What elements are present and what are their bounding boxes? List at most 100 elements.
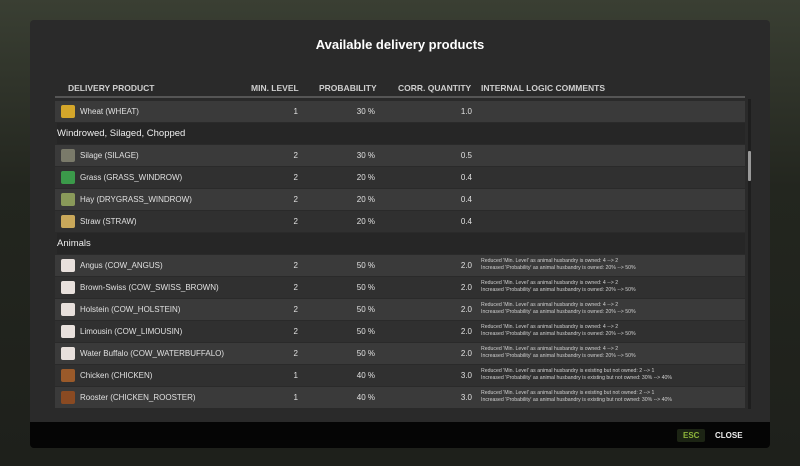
table-row[interactable]: Limousin (COW_LIMOUSIN) 2 50 % 2.0 Reduc… — [55, 321, 745, 342]
table-row[interactable]: Rooster (CHICKEN_ROOSTER) 1 40 % 3.0 Red… — [55, 387, 745, 408]
probability: 50 % — [356, 283, 375, 292]
product-name: Limousin (COW_LIMOUSIN) — [80, 327, 183, 336]
comment-line-1: Reduced 'Min. Level' as animal husbandry… — [481, 280, 619, 286]
cow-icon — [61, 303, 75, 316]
footer-bar: ESC CLOSE — [30, 422, 770, 448]
quantity: 2.0 — [460, 261, 472, 270]
col-product: DELIVERY PRODUCT — [68, 83, 155, 93]
comment-line-2: Increased 'Probability' as animal husban… — [481, 397, 672, 403]
product-name: Angus (COW_ANGUS) — [80, 261, 163, 270]
cow-icon — [61, 347, 75, 360]
min-level: 1 — [293, 371, 298, 380]
min-level: 1 — [293, 107, 298, 116]
delivery-products-dialog: Available delivery products DELIVERY PRO… — [30, 20, 770, 422]
probability: 50 % — [356, 261, 375, 270]
table-row[interactable]: Brown-Swiss (COW_SWISS_BROWN) 2 50 % 2.0… — [55, 277, 745, 298]
logic-comment: Reduced 'Min. Level' as animal husbandry… — [481, 368, 672, 382]
quantity: 0.4 — [460, 217, 472, 226]
comment-line-2: Increased 'Probability' as animal husban… — [481, 265, 636, 271]
quantity: 2.0 — [460, 283, 472, 292]
comment-line-1: Reduced 'Min. Level' as animal husbandry… — [481, 346, 619, 352]
logic-comment: Reduced 'Min. Level' as animal husbandry… — [481, 346, 636, 360]
logic-comment: Reduced 'Min. Level' as animal husbandry… — [481, 390, 672, 404]
min-level: 2 — [293, 327, 298, 336]
table-row[interactable]: Hay (DRYGRASS_WINDROW) 2 20 % 0.4 — [55, 189, 745, 210]
wheat-icon — [61, 105, 75, 118]
esc-key-badge[interactable]: ESC — [677, 429, 706, 442]
rooster-icon — [61, 391, 75, 404]
cow-icon — [61, 259, 75, 272]
quantity: 2.0 — [460, 349, 472, 358]
table-row[interactable]: Holstein (COW_HOLSTEIN) 2 50 % 2.0 Reduc… — [55, 299, 745, 320]
logic-comment: Reduced 'Min. Level' as animal husbandry… — [481, 258, 636, 272]
product-name: Holstein (COW_HOLSTEIN) — [80, 305, 181, 314]
quantity: 0.5 — [460, 151, 472, 160]
min-level: 2 — [293, 349, 298, 358]
table-row[interactable]: Water Buffalo (COW_WATERBUFFALO) 2 50 % … — [55, 343, 745, 364]
product-name: Rooster (CHICKEN_ROOSTER) — [80, 393, 196, 402]
col-probability: PROBABILITY — [319, 83, 377, 93]
product-name: Straw (STRAW) — [80, 217, 137, 226]
comment-line-1: Reduced 'Min. Level' as animal husbandry… — [481, 390, 655, 396]
table-row[interactable]: Chicken (CHICKEN) 1 40 % 3.0 Reduced 'Mi… — [55, 365, 745, 386]
product-name: Hay (DRYGRASS_WINDROW) — [80, 195, 192, 204]
comment-line-2: Increased 'Probability' as animal husban… — [481, 287, 636, 293]
cow-icon — [61, 325, 75, 338]
probability: 50 % — [356, 349, 375, 358]
straw-icon — [61, 215, 75, 228]
col-quantity: CORR. QUANTITY — [398, 83, 472, 93]
comment-line-1: Reduced 'Min. Level' as animal husbandry… — [481, 258, 619, 264]
comment-line-2: Increased 'Probability' as animal husban… — [481, 309, 636, 315]
min-level: 2 — [293, 217, 298, 226]
quantity: 0.4 — [460, 195, 472, 204]
probability: 50 % — [356, 305, 375, 314]
comment-line-2: Increased 'Probability' as animal husban… — [481, 375, 672, 381]
grass-icon — [61, 171, 75, 184]
min-level: 2 — [293, 151, 298, 160]
product-name: Brown-Swiss (COW_SWISS_BROWN) — [80, 283, 219, 292]
probability: 20 % — [356, 217, 375, 226]
min-level: 2 — [293, 173, 298, 182]
quantity: 3.0 — [460, 393, 472, 402]
table-body[interactable]: Wheat (WHEAT) 1 30 % 1.0 Windrowed, Sila… — [55, 99, 745, 409]
logic-comment: Reduced 'Min. Level' as animal husbandry… — [481, 302, 636, 316]
close-button[interactable]: CLOSE — [715, 431, 743, 440]
table-row[interactable]: Angus (COW_ANGUS) 2 50 % 2.0 Reduced 'Mi… — [55, 255, 745, 276]
quantity: 2.0 — [460, 305, 472, 314]
cow-icon — [61, 281, 75, 294]
product-name: Silage (SILAGE) — [80, 151, 139, 160]
table-row[interactable]: Wheat (WHEAT) 1 30 % 1.0 — [55, 101, 745, 122]
table-row[interactable]: Grass (GRASS_WINDROW) 2 20 % 0.4 — [55, 167, 745, 188]
col-comments: INTERNAL LOGIC COMMENTS — [481, 83, 606, 93]
probability: 20 % — [356, 173, 375, 182]
scrollbar-thumb[interactable] — [748, 151, 751, 181]
table-row[interactable]: Straw (STRAW) 2 20 % 0.4 — [55, 211, 745, 232]
probability: 20 % — [356, 195, 375, 204]
product-name: Grass (GRASS_WINDROW) — [80, 173, 183, 182]
product-name: Wheat (WHEAT) — [80, 107, 139, 116]
probability: 40 % — [356, 393, 375, 402]
silage-icon — [61, 149, 75, 162]
logic-comment: Reduced 'Min. Level' as animal husbandry… — [481, 280, 636, 294]
min-level: 2 — [293, 261, 298, 270]
comment-line-1: Reduced 'Min. Level' as animal husbandry… — [481, 368, 655, 374]
comment-line-2: Increased 'Probability' as animal husban… — [481, 331, 636, 337]
min-level: 2 — [293, 305, 298, 314]
quantity: 1.0 — [460, 107, 472, 116]
dialog-title: Available delivery products — [315, 37, 485, 52]
product-name: Water Buffalo (COW_WATERBUFFALO) — [80, 349, 225, 358]
min-level: 2 — [293, 195, 298, 204]
comment-line-1: Reduced 'Min. Level' as animal husbandry… — [481, 324, 619, 330]
quantity: 0.4 — [460, 173, 472, 182]
table-row[interactable]: Silage (SILAGE) 2 30 % 0.5 — [55, 145, 745, 166]
col-min-level: MIN. LEVEL — [251, 83, 299, 93]
comment-line-2: Increased 'Probability' as animal husban… — [481, 353, 636, 359]
scrollbar[interactable] — [748, 99, 751, 409]
quantity: 3.0 — [460, 371, 472, 380]
probability: 40 % — [356, 371, 375, 380]
section-header: Animals — [57, 233, 745, 254]
min-level: 1 — [293, 393, 298, 402]
product-name: Chicken (CHICKEN) — [80, 371, 153, 380]
quantity: 2.0 — [460, 327, 472, 336]
probability: 30 % — [356, 151, 375, 160]
